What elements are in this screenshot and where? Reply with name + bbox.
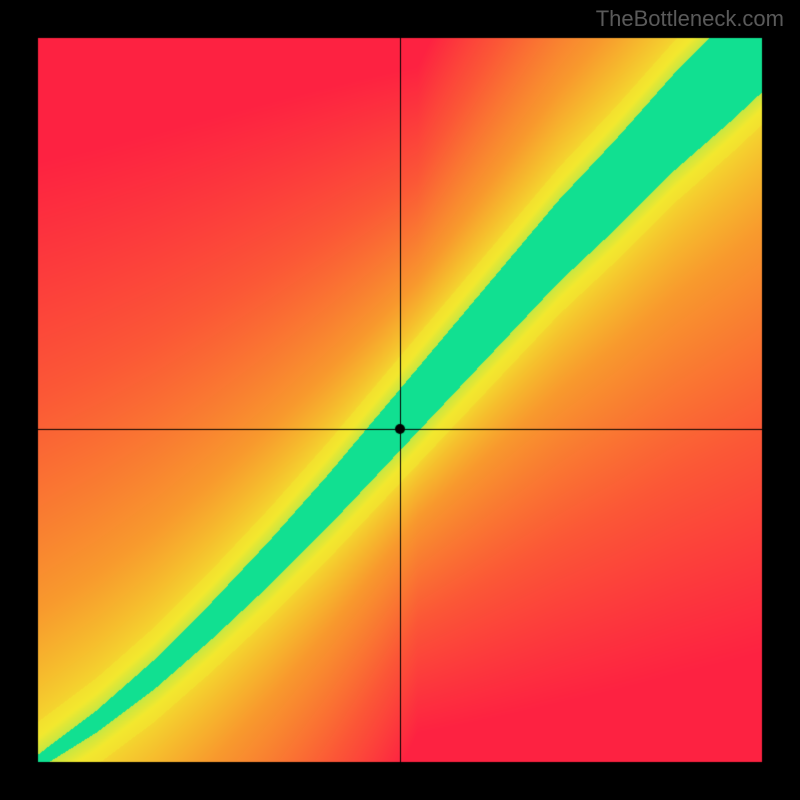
watermark-text: TheBottleneck.com — [596, 6, 784, 32]
chart-container: TheBottleneck.com — [0, 0, 800, 800]
bottleneck-heatmap — [0, 0, 800, 800]
